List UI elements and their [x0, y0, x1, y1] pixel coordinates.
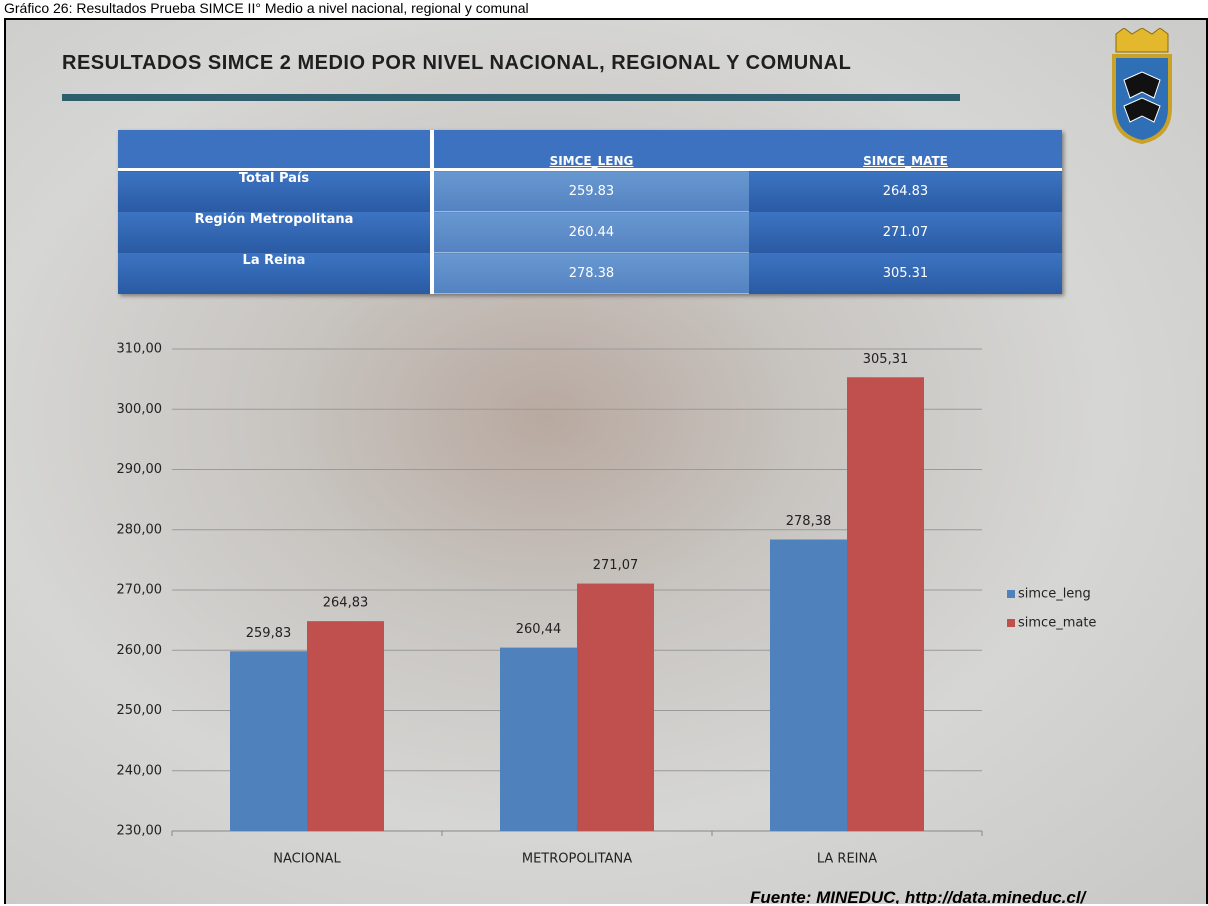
bar [307, 621, 384, 831]
bar [500, 648, 577, 831]
y-tick-label: 300,00 [117, 402, 163, 417]
slide: RESULTADOS SIMCE 2 MEDIO POR NIVEL NACIO… [4, 18, 1208, 904]
y-tick-label: 280,00 [117, 522, 163, 537]
x-tick-label: NACIONAL [273, 852, 341, 867]
x-tick-label: METROPOLITANA [522, 852, 632, 867]
page: Gráfico 26: Resultados Prueba SIMCE II° … [0, 0, 1208, 906]
bar [847, 377, 924, 831]
caption: Gráfico 26: Resultados Prueba SIMCE II° … [4, 0, 529, 16]
value-label: 260,44 [516, 622, 562, 637]
value-label: 259,83 [246, 626, 292, 641]
y-tick-label: 250,00 [117, 703, 163, 718]
bar [577, 584, 654, 831]
x-tick-label: LA REINA [817, 852, 877, 867]
legend-label: simce_mate [1018, 616, 1096, 631]
y-tick-label: 270,00 [117, 583, 163, 598]
source-note: Fuente: MINEDUC, http://data.mineduc.cl/ [750, 888, 1085, 904]
legend-label: simce_leng [1018, 587, 1091, 602]
bar [770, 540, 847, 831]
legend-swatch [1007, 590, 1015, 598]
bar [230, 651, 307, 831]
value-label: 271,07 [593, 558, 639, 573]
y-tick-label: 240,00 [117, 763, 163, 778]
chart: 230,00 240,00 250,00 260,00 270,00 280,00 290,… [6, 20, 1206, 904]
value-label: 278,38 [786, 514, 832, 529]
value-label: 305,31 [863, 352, 909, 367]
value-label: 264,83 [323, 596, 369, 611]
legend-swatch [1007, 619, 1015, 627]
y-tick-label: 260,00 [117, 643, 163, 658]
y-tick-label: 290,00 [117, 462, 163, 477]
y-tick-label: 230,00 [117, 824, 163, 839]
y-tick-label: 310,00 [117, 342, 163, 357]
